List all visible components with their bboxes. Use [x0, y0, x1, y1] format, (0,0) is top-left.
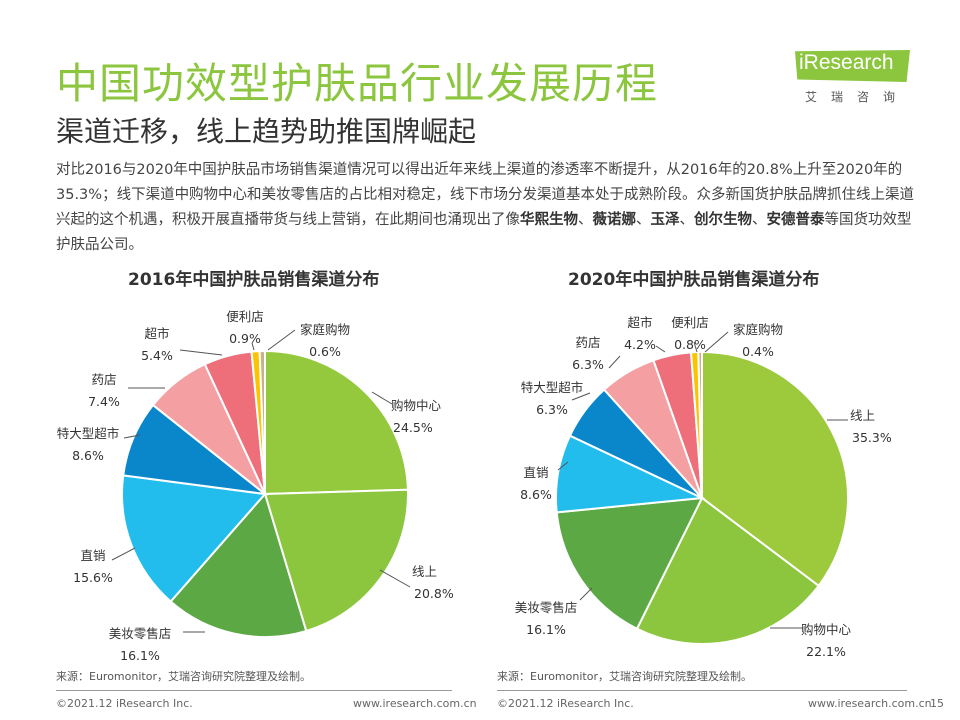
brand-name: 华熙生物 [520, 212, 578, 228]
slice-name-label: 特大型超市 [57, 426, 120, 441]
slice-value-label: 6.3% [536, 402, 568, 417]
slice-value-label: 0.8% [674, 337, 706, 352]
slice-name-label: 便利店 [226, 309, 264, 324]
footer-website: www.iresearch.com.cn [808, 697, 932, 710]
leader-line [693, 341, 698, 353]
logo-badge [795, 50, 910, 82]
leader-line [608, 355, 621, 369]
leader-line [267, 329, 296, 351]
pie-slice [258, 349, 266, 495]
leader-line [123, 434, 141, 439]
leader-line [379, 569, 411, 588]
pie-slice [264, 349, 409, 496]
slice-value-label: 20.8% [414, 586, 454, 601]
page-number: 15 [930, 697, 944, 710]
leader-line [179, 349, 223, 356]
slice-name-label: 购物中心 [801, 622, 852, 637]
chart-2020-source: 来源：Euromonitor，艾瑞咨询研究院整理及绘制。 [497, 670, 752, 683]
pie-slice [121, 474, 267, 603]
slice-name-label: 美妆零售店 [515, 600, 578, 615]
slice-value-label: 0.9% [229, 331, 261, 346]
pie-slice [263, 488, 409, 633]
page-title: 中国功效型护肤品行业发展历程 [56, 59, 659, 108]
brand-name: 薇诺娜 [592, 212, 637, 228]
chart-2020-title: 2020年中国护肤品销售渠道分布 [568, 270, 820, 290]
slice-name-label: 药店 [91, 372, 116, 387]
slice-name-label: 家庭购物 [733, 322, 783, 337]
brand-name: 安德普泰 [766, 212, 825, 228]
footer-website: www.iresearch.com.cn [353, 697, 477, 710]
slice-value-label: 5.4% [141, 348, 173, 363]
slice-name-label: 直销 [80, 548, 105, 563]
slice-value-label: 8.6% [520, 487, 552, 502]
slice-name-label: 线上 [412, 564, 437, 579]
slice-name-label: 购物中心 [391, 398, 442, 413]
leader-line [655, 345, 666, 353]
intro-text: 对比2016与2020年中国护肤品市场销售渠道情况可以得出近年来线上渠道的渗透率… [56, 162, 915, 228]
slice-value-label: 16.1% [120, 648, 160, 663]
slice-name-label: 特大型超市 [521, 380, 584, 395]
slice-value-label: 6.3% [572, 357, 604, 372]
slice-name-label: 美妆零售店 [109, 626, 172, 641]
leader-line [579, 587, 593, 601]
slice-value-label: 22.1% [806, 644, 846, 659]
intro-paragraph: 对比2016与2020年中国护肤品市场销售渠道情况可以得出近年来线上渠道的渗透率… [56, 162, 915, 253]
leader-line [704, 331, 729, 353]
slice-name-label: 超市 [144, 326, 169, 341]
pie-slice [697, 350, 703, 499]
pie-slice [555, 496, 704, 631]
logo-subtitle: 艾瑞咨询 [805, 90, 910, 104]
pie-2020: 线上 35.3% 购物中心 22.1% 美妆零售店 16.1% 直销 8.6% 特大型超市 6.3… [515, 315, 892, 659]
slice-name-label: 超市 [627, 315, 652, 330]
footer-copyright: ©2021.12 iResearch Inc. [56, 697, 193, 710]
slice-value-label: 0.4% [742, 344, 774, 359]
page-subtitle: 渠道迁移，线上趋势助推国牌崛起 [56, 115, 477, 148]
pie-slice [701, 350, 849, 588]
chart-2016-title: 2016年中国护肤品销售渠道分布 [128, 270, 380, 290]
leader-line [371, 391, 393, 405]
footer-divider [56, 690, 452, 691]
slice-value-label: 0.6% [309, 344, 341, 359]
slice-value-label: 4.2% [624, 337, 656, 352]
slice-value-label: 24.5% [393, 420, 433, 435]
footer-divider [497, 690, 907, 691]
leader-line [111, 547, 136, 561]
slice-name-label: 便利店 [671, 315, 709, 330]
logo-text: iResearch [799, 51, 894, 74]
pie-2016: 购物中心 24.5% 线上 20.8% 美妆零售店 16.1% 直销 15.6% 特大型超市 8.… [57, 309, 454, 663]
iresearch-logo: iResearch 艾瑞咨询 [795, 50, 915, 106]
chart-2016-source: 来源：Euromonitor，艾瑞咨询研究院整理及绘制。 [56, 670, 311, 683]
slice-value-label: 35.3% [852, 430, 892, 445]
slice-name-label: 家庭购物 [300, 322, 350, 337]
slice-value-label: 8.6% [72, 448, 104, 463]
slice-name-label: 线上 [850, 408, 875, 423]
slice-value-label: 16.1% [526, 622, 566, 637]
footer-copyright: ©2021.12 iResearch Inc. [497, 697, 634, 710]
slice-value-label: 7.4% [88, 394, 120, 409]
slice-name-label: 直销 [523, 465, 548, 480]
brand-name: 玉泽 [650, 212, 680, 228]
leader-line [557, 461, 569, 471]
intro-end: 等国货功效型护肤品公司。 [56, 212, 912, 253]
leader-line [571, 392, 591, 401]
pie-slice [635, 496, 821, 645]
brand-name: 创尔生物 [694, 212, 752, 228]
slice-name-label: 药店 [575, 335, 600, 350]
slice-value-label: 15.6% [73, 570, 113, 585]
leader-line [251, 342, 255, 351]
pie-slice [169, 491, 308, 638]
